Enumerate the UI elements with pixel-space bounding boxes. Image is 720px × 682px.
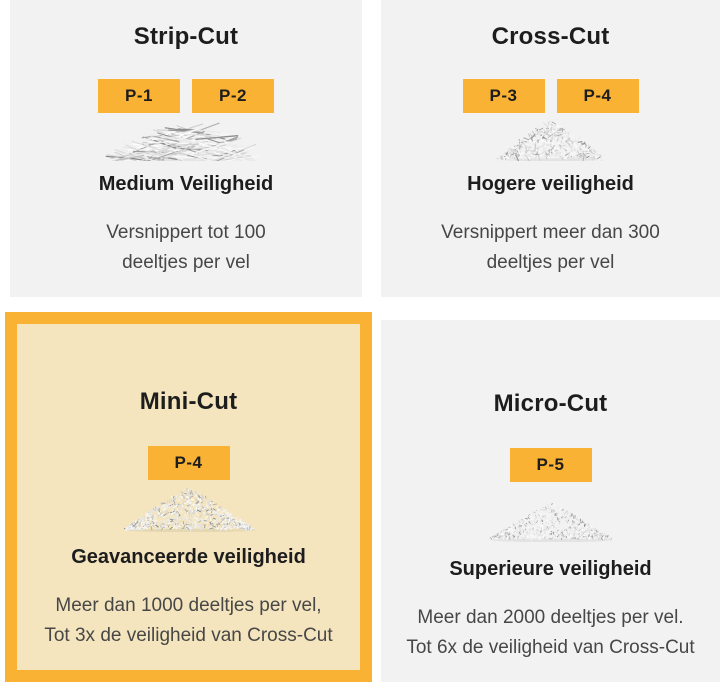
- panel-title: Cross-Cut: [491, 22, 610, 50]
- security-level-badge: P-1: [98, 78, 180, 113]
- security-level-heading: Superieure veiligheid: [449, 558, 652, 580]
- security-level-badge: P-4: [147, 445, 230, 480]
- security-level-badge: P-4: [556, 78, 639, 113]
- panel-cross-cut: Cross-Cut P-3 P-4 Hogere veiligheid Vers…: [381, 0, 720, 297]
- security-badges: P-5: [509, 447, 592, 482]
- security-badges: P-1 P-2: [98, 78, 274, 113]
- mini-cut-paper-pile-image: [123, 487, 255, 532]
- security-level-badge: P-2: [192, 78, 274, 113]
- security-level-badge: P-3: [462, 78, 545, 113]
- security-level-heading: Medium Veiligheid: [98, 173, 274, 195]
- security-level-description: Meer dan 1000 deeltjes per vel, Tot 3x d…: [44, 595, 333, 646]
- security-level-badge: P-5: [509, 447, 592, 482]
- security-level-description: Versnippert meer dan 300 deeltjes per ve…: [441, 222, 660, 273]
- security-level-heading: Hogere veiligheid: [467, 173, 634, 195]
- panel-title: Micro-Cut: [493, 389, 608, 417]
- cross-cut-paper-pile-image: [495, 120, 604, 161]
- micro-cut-paper-pile-image: [488, 502, 613, 542]
- security-badges: P-4: [147, 445, 230, 480]
- panel-title: Strip-Cut: [133, 22, 239, 50]
- panel-title: Mini-Cut: [139, 387, 238, 415]
- security-badges: P-3 P-4: [462, 78, 639, 113]
- security-level-description: Meer dan 2000 deeltjes per vel. Tot 6x d…: [406, 607, 695, 658]
- panel-strip-cut: Strip-Cut P-1 P-2 Medium Veiligheid Vers…: [10, 0, 362, 297]
- security-level-heading: Geavanceerde veiligheid: [71, 546, 306, 568]
- panel-mini-cut-highlighted: Mini-Cut P-4 Geavanceerde veiligheid Mee…: [5, 312, 372, 682]
- strip-cut-paper-pile-image: [105, 122, 260, 161]
- security-level-description: Versnippert tot 100 deeltjes per vel: [106, 222, 266, 273]
- panel-micro-cut: Micro-Cut P-5 Superieure veiligheid Meer…: [381, 320, 720, 682]
